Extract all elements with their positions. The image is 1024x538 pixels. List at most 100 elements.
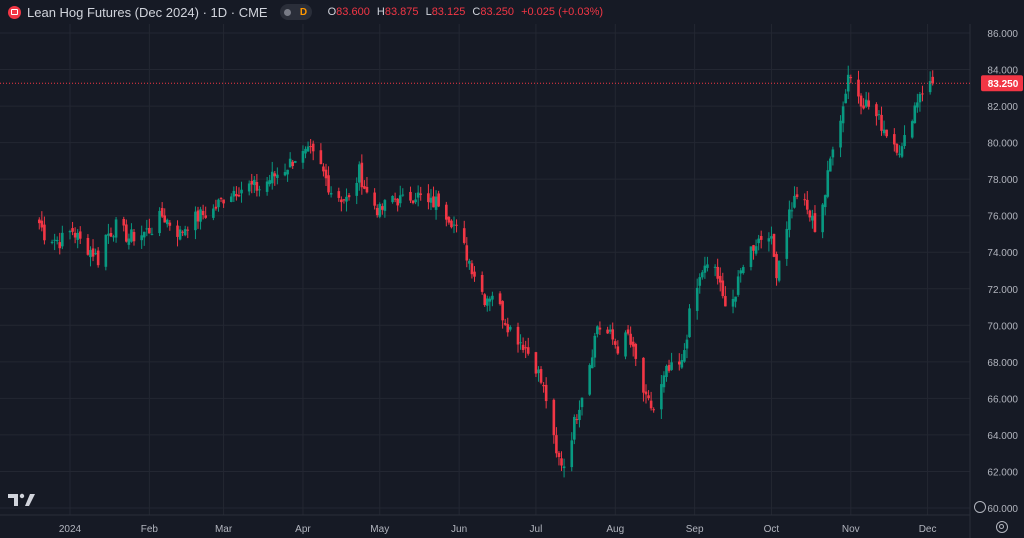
- y-tick-label: 64.000: [987, 431, 1018, 442]
- candle-body: [125, 224, 128, 242]
- candle-body: [503, 323, 507, 325]
- candle-body: [419, 193, 423, 195]
- candle-body: [132, 232, 136, 242]
- candle-body: [703, 265, 707, 273]
- ohlc-readout: O83.600 H83.875 L83.125 C83.250 +0.025 (…: [328, 6, 603, 18]
- candle-body: [273, 173, 277, 177]
- candle-body: [685, 339, 689, 349]
- candle-body: [96, 250, 100, 266]
- candle-body: [862, 105, 865, 109]
- candle-body: [608, 329, 612, 332]
- candle-body: [204, 215, 207, 218]
- auto-scale-icon[interactable]: [974, 501, 986, 513]
- x-tick-label: Jul: [530, 524, 543, 535]
- close-label: C: [472, 6, 481, 18]
- candle-body: [826, 170, 830, 197]
- candle-body: [450, 220, 453, 228]
- candle-body: [452, 224, 456, 226]
- candle-body: [542, 385, 545, 387]
- gear-icon[interactable]: [996, 521, 1008, 533]
- candle-body: [468, 260, 471, 264]
- x-tick-label: Aug: [606, 524, 624, 535]
- candle-body: [429, 197, 433, 203]
- candle-body: [237, 194, 241, 197]
- candle-body: [183, 229, 187, 236]
- candle-body: [365, 186, 369, 193]
- candle-body: [199, 209, 202, 222]
- candle-body: [53, 239, 56, 241]
- candle-body: [767, 238, 771, 242]
- candle-body: [921, 93, 924, 95]
- candle-body: [716, 266, 719, 279]
- candle-body: [201, 210, 205, 216]
- symbol-title[interactable]: Lean Hog Futures (Dec 2024) · 1D · CME: [27, 4, 268, 20]
- candle-body: [829, 158, 832, 172]
- candle-body: [611, 329, 615, 340]
- candle-body: [805, 199, 809, 210]
- candle-body: [357, 164, 361, 183]
- candle-body: [381, 206, 384, 210]
- y-tick-label: 86.000: [987, 29, 1018, 40]
- candle-body: [544, 384, 548, 402]
- candle-body: [519, 342, 522, 344]
- candle-body: [229, 196, 233, 202]
- candle-body: [148, 227, 151, 234]
- tradingview-logo-icon[interactable]: [8, 492, 36, 508]
- candle-body: [882, 129, 886, 134]
- candle-body: [291, 161, 295, 167]
- candle-body: [580, 397, 584, 408]
- candle-body: [811, 215, 814, 221]
- candle-body: [286, 169, 289, 175]
- candle-body: [393, 198, 397, 200]
- candle-body: [434, 196, 438, 210]
- candle-body: [516, 326, 520, 345]
- candle-body: [473, 271, 476, 277]
- candle-body: [560, 458, 563, 466]
- candle-body: [898, 153, 901, 155]
- x-tick-label: 2024: [59, 524, 82, 535]
- candle-body: [55, 239, 59, 242]
- candle-body: [885, 129, 888, 137]
- candle-body: [683, 350, 686, 362]
- candle-body: [71, 228, 74, 232]
- market-status-badge[interactable]: D: [279, 4, 312, 20]
- candle-body: [575, 419, 579, 421]
- x-tick-label: Nov: [842, 524, 860, 535]
- candle-body: [319, 150, 323, 165]
- candle-body: [178, 229, 182, 240]
- candle-body: [701, 272, 704, 278]
- y-tick-label: 70.000: [987, 321, 1018, 332]
- candle-body: [754, 246, 758, 254]
- candle-body: [524, 347, 527, 349]
- candle-body: [631, 341, 635, 347]
- candle-body: [649, 400, 653, 409]
- candle-body: [739, 270, 743, 274]
- candle-body: [250, 180, 254, 185]
- symbol-icon[interactable]: [8, 5, 21, 19]
- last-price-label: 83.250: [988, 79, 1019, 90]
- low-label: L: [425, 6, 432, 18]
- candle-body: [757, 238, 760, 244]
- candle-body: [713, 266, 717, 268]
- candle-body: [265, 181, 269, 192]
- candle-body: [570, 440, 574, 468]
- candle-body: [846, 74, 850, 92]
- candle-body: [534, 352, 538, 374]
- candle-body: [880, 114, 883, 131]
- candle-body: [329, 193, 333, 195]
- candle-body: [483, 294, 487, 306]
- candle-body: [734, 296, 737, 302]
- candle-body: [432, 196, 435, 208]
- candle-body: [76, 232, 79, 240]
- candle-body: [821, 204, 824, 233]
- candle-body: [808, 210, 812, 218]
- candle-body: [142, 231, 146, 238]
- candle-body: [437, 193, 440, 207]
- candle-body: [270, 171, 274, 184]
- candle-body: [752, 245, 755, 251]
- candle-body: [158, 210, 161, 234]
- candle-body: [841, 106, 845, 124]
- candle-body: [485, 298, 489, 306]
- y-tick-label: 76.000: [987, 212, 1018, 223]
